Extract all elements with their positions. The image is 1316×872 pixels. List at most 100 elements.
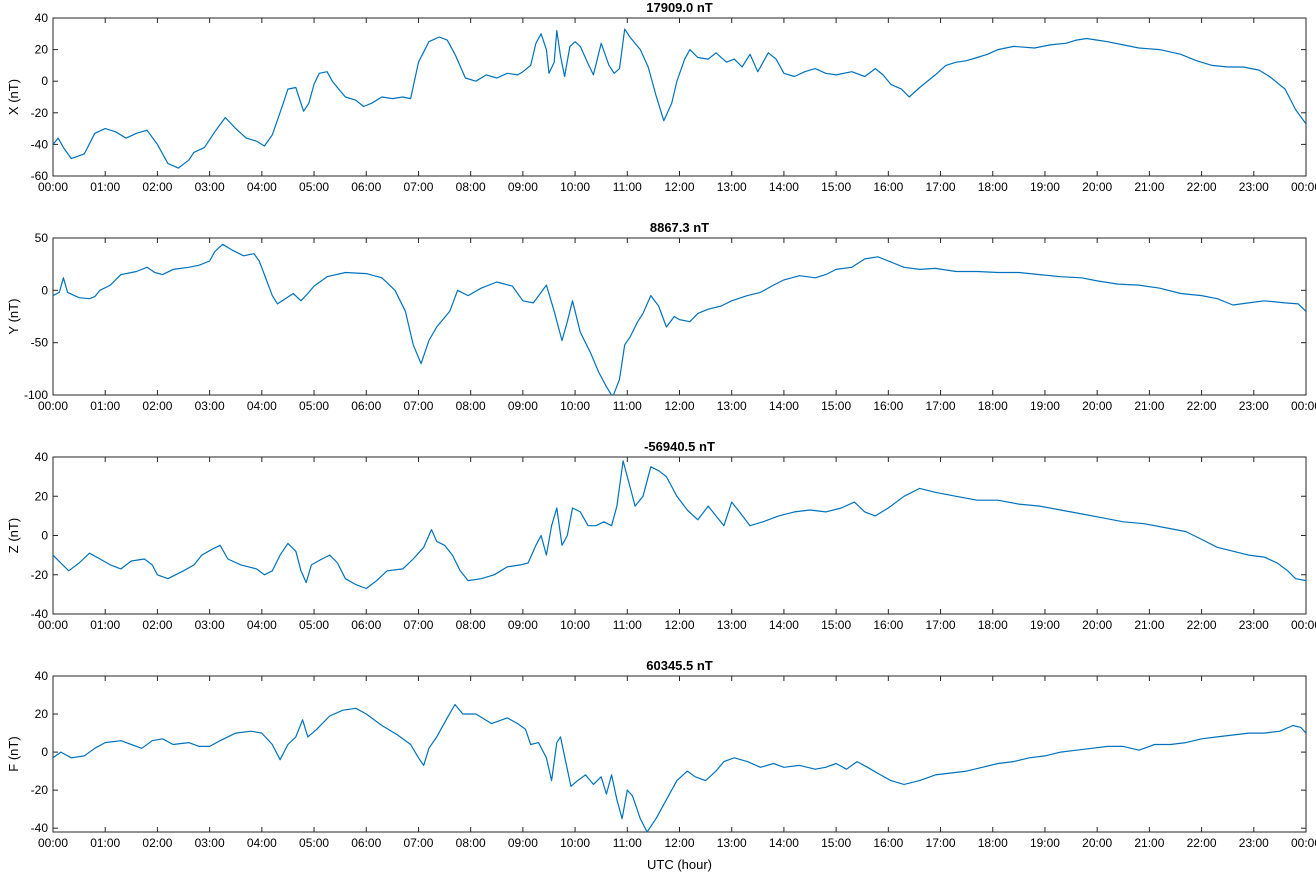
y-tick-label: 20	[35, 707, 49, 721]
x-tick-label: 19:00	[1030, 180, 1060, 194]
x-tick-label: 21:00	[1134, 180, 1164, 194]
x-tick-label: 07:00	[403, 618, 433, 632]
x-tick-label: 11:00	[613, 399, 642, 413]
x-tick-label: 01:00	[90, 399, 120, 413]
x-tick-label: 03:00	[195, 399, 225, 413]
x-tick-label: 20:00	[1082, 399, 1112, 413]
x-tick-label: 20:00	[1082, 836, 1112, 850]
x-tick-label: 20:00	[1082, 618, 1112, 632]
x-tick-label: 04:00	[247, 836, 277, 850]
x-tick-label: 11:00	[613, 836, 642, 850]
x-tick-label: 23:00	[1239, 399, 1269, 413]
y-tick-label: -100	[24, 388, 48, 402]
x-tick-label: 14:00	[769, 180, 799, 194]
x-tick-label: 22:00	[1187, 399, 1217, 413]
x-tick-label: 00:00	[1291, 618, 1316, 632]
x-tick-label: 04:00	[247, 180, 277, 194]
y-tick-label: -50	[31, 336, 49, 350]
x-tick-label: 19:00	[1030, 618, 1060, 632]
x-tick-label: 23:00	[1239, 618, 1269, 632]
y-axis-label: F (nT)	[6, 736, 21, 771]
x-tick-label: 00:00	[1291, 836, 1316, 850]
x-tick-label: 11:00	[613, 180, 642, 194]
x-tick-label: 05:00	[299, 836, 329, 850]
panel-f: 00:00 01:00 02:00 03:00 04:00 05:00 06:00 07:00…	[6, 658, 1316, 872]
x-tick-label: 17:00	[926, 399, 956, 413]
y-tick-label: 40	[35, 11, 49, 25]
panel-title: 17909.0 nT	[646, 0, 713, 15]
y-tick-label: 20	[35, 43, 49, 57]
y-tick-label: -40	[31, 137, 49, 151]
x-tick-label: 22:00	[1187, 180, 1217, 194]
panel-x: 00:00 01:00 02:00 03:00 04:00 05:00 06:00 07:00…	[6, 0, 1316, 194]
x-tick-label: 12:00	[664, 618, 694, 632]
y-tick-label: 0	[41, 283, 48, 297]
x-tick-label: 16:00	[873, 180, 903, 194]
x-tick-label: 21:00	[1134, 618, 1164, 632]
x-tick-label: 21:00	[1134, 399, 1164, 413]
plot-area	[52, 675, 1307, 833]
x-tick-label: 03:00	[195, 618, 225, 632]
x-tick-label: 16:00	[873, 836, 903, 850]
x-tick-label: 01:00	[90, 180, 120, 194]
x-tick-label: 14:00	[769, 836, 799, 850]
x-tick-label: 07:00	[403, 836, 433, 850]
x-tick-label: 13:00	[717, 180, 747, 194]
x-tick-label: 08:00	[456, 399, 486, 413]
x-tick-label: 17:00	[926, 618, 956, 632]
x-tick-label: 16:00	[873, 399, 903, 413]
x-tick-label: 02:00	[142, 399, 172, 413]
x-tick-label: 09:00	[508, 836, 538, 850]
x-tick-label: 13:00	[717, 618, 747, 632]
x-tick-label: 23:00	[1239, 836, 1269, 850]
x-tick-label: 10:00	[560, 180, 590, 194]
x-tick-label: 12:00	[664, 836, 694, 850]
x-tick-label: 01:00	[90, 618, 120, 632]
x-tick-label: 00:00	[38, 618, 68, 632]
panel-title: 8867.3 nT	[650, 220, 709, 235]
x-tick-label: 11:00	[613, 618, 642, 632]
x-tick-label: 05:00	[299, 618, 329, 632]
x-tick-label: 18:00	[978, 618, 1008, 632]
x-tick-label: 09:00	[508, 399, 538, 413]
x-tick-label: 22:00	[1187, 836, 1217, 850]
x-tick-label: 18:00	[978, 836, 1008, 850]
x-tick-label: 17:00	[926, 836, 956, 850]
x-tick-label: 22:00	[1187, 618, 1217, 632]
x-tick-label: 06:00	[351, 180, 381, 194]
series-line	[53, 243, 1306, 395]
x-tick-label: 09:00	[508, 618, 538, 632]
x-tick-label: 23:00	[1239, 180, 1269, 194]
y-axis-label: X (nT)	[6, 79, 21, 115]
series-line	[53, 28, 1306, 169]
x-tick-label: 21:00	[1134, 836, 1164, 850]
x-tick-label: 15:00	[821, 399, 851, 413]
x-tick-label: 10:00	[560, 399, 590, 413]
x-tick-label: 06:00	[351, 836, 381, 850]
x-tick-label: 04:00	[247, 399, 277, 413]
x-tick-label: 07:00	[403, 180, 433, 194]
plot-area	[52, 237, 1307, 396]
plot-area	[52, 17, 1307, 177]
x-tick-label: 13:00	[717, 836, 747, 850]
x-tick-label: 19:00	[1030, 836, 1060, 850]
x-tick-label: 14:00	[769, 618, 799, 632]
y-axis-label: Y (nT)	[6, 299, 21, 335]
x-tick-label: 20:00	[1082, 180, 1112, 194]
x-tick-label: 15:00	[821, 618, 851, 632]
x-tick-label: 08:00	[456, 618, 486, 632]
x-tick-label: 10:00	[560, 618, 590, 632]
x-tick-label: 02:00	[142, 180, 172, 194]
y-tick-label: 40	[35, 669, 49, 683]
x-tick-label: 13:00	[717, 399, 747, 413]
x-tick-label: 00:00	[38, 180, 68, 194]
x-tick-label: 05:00	[299, 180, 329, 194]
x-tick-label: 06:00	[351, 399, 381, 413]
y-tick-label: -40	[31, 607, 49, 621]
panel-title: -56940.5 nT	[644, 439, 715, 454]
x-tick-label: 03:00	[195, 180, 225, 194]
x-tick-label: 14:00	[769, 399, 799, 413]
y-tick-label: -60	[31, 169, 49, 183]
x-tick-label: 00:00	[1291, 180, 1316, 194]
